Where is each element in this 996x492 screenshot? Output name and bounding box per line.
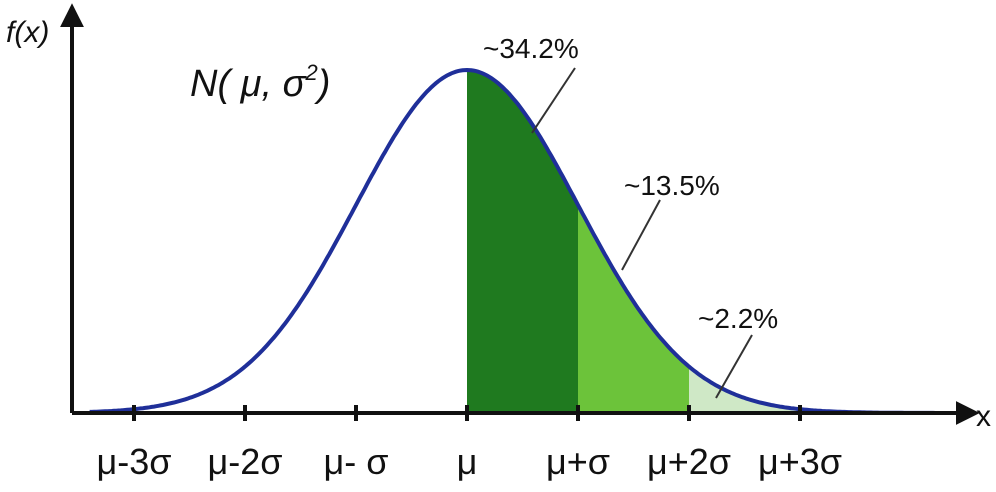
leader-line-13 (621, 199, 661, 271)
tick-label: μ+2σ (647, 441, 731, 482)
pct-label-13: ~13.5% (624, 170, 720, 201)
distribution-title: N( μ, σ2) (190, 60, 330, 105)
tick-label: μ+3σ (758, 441, 842, 482)
title-main: N( μ, σ (190, 63, 308, 105)
tick-label: μ (457, 441, 478, 482)
leader-line-34 (531, 67, 576, 134)
tick-label: μ+σ (546, 441, 610, 482)
tick-label: μ-2σ (208, 441, 283, 482)
tick-label: μ-3σ (97, 441, 172, 482)
leader-line-2 (715, 334, 753, 399)
title-close: ) (314, 63, 331, 105)
x-axis-ticks: μ-3σ μ-2σ μ- σ μ μ+σ μ+2σ μ+3σ (97, 405, 842, 482)
title-superscript: 2 (305, 60, 318, 85)
y-axis-label: f(x) (6, 16, 49, 49)
pct-label-34: ~34.2% (483, 33, 579, 64)
tick-label: μ- σ (324, 441, 389, 482)
pct-label-2: ~2.2% (698, 303, 778, 334)
region-2sigma-to-3sigma (689, 366, 800, 413)
region-mu-to-1sigma (467, 70, 578, 413)
x-axis-label: x (976, 400, 991, 433)
